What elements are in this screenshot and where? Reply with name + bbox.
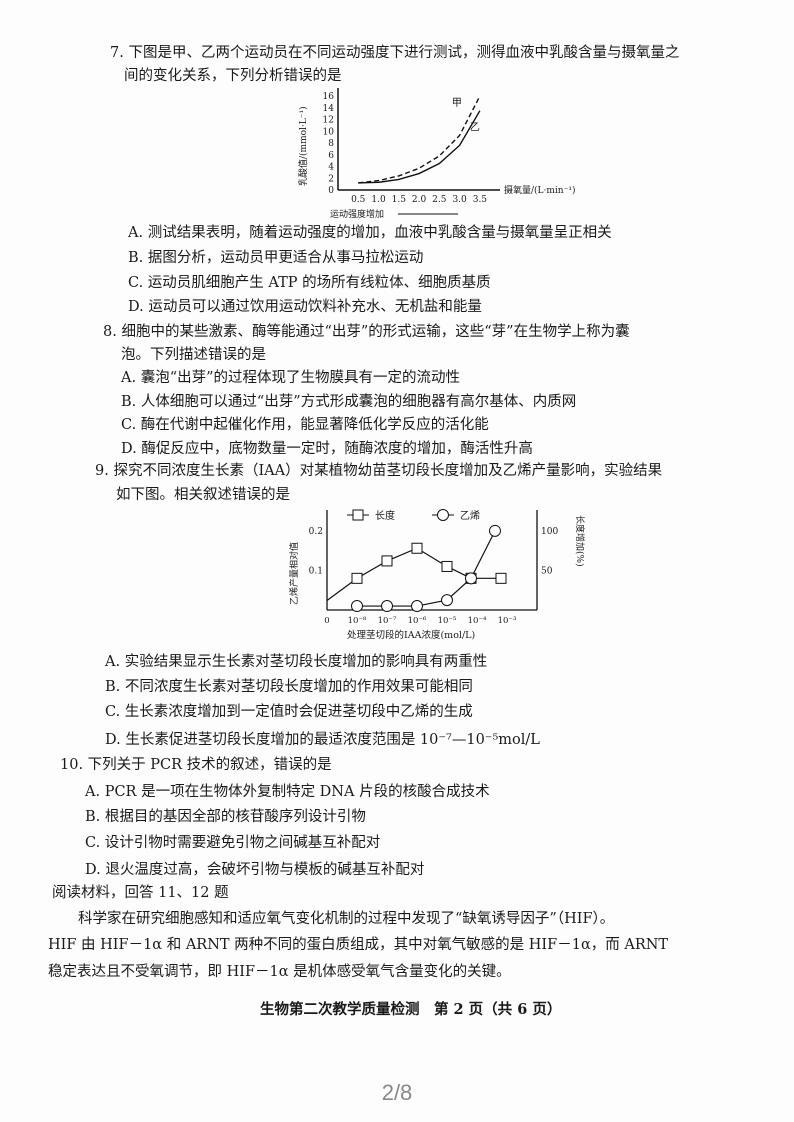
series-label: 乙	[470, 122, 480, 134]
q9-stem-2: 如下图。相关叙述错误的是	[116, 487, 290, 503]
x-tick-label: 10⁻⁷	[378, 616, 397, 626]
data-point-square	[441, 560, 453, 572]
x-tick-label: 2.0	[412, 195, 427, 205]
y2-tick-label: 100	[541, 527, 558, 537]
data-point-square	[381, 555, 393, 567]
q10-option-b: B. 根据目的基因全部的核苷酸序列设计引物	[85, 809, 366, 825]
q8-option-b: B. 人体细胞可以通过“出芽”方式形成囊泡的细胞器有高尔基体、内质网	[121, 394, 577, 410]
data-point-circle	[351, 600, 363, 613]
data-point-square	[411, 542, 423, 554]
q10-option-a: A. PCR 是一项在生物体外复制特定 DNA 片段的核酸合成技术	[85, 784, 490, 800]
x-tick-label: 10⁻⁶	[408, 616, 427, 626]
y-tick-label: 0	[328, 186, 334, 196]
q10-stem: 10. 下列关于 PCR 技术的叙述，错误的是	[60, 757, 332, 773]
x-axis-label: 摄氧量/(L·min⁻¹)	[504, 184, 575, 196]
data-point-circle	[465, 572, 477, 585]
legend-label: 乙烯	[460, 509, 480, 522]
x-tick-label: 10⁻⁸	[348, 616, 367, 626]
x-tick-label: 1.0	[371, 195, 386, 205]
data-point-circle	[381, 600, 393, 613]
series-line-乙	[358, 110, 481, 184]
data-point-square	[351, 572, 363, 584]
data-point-circle	[411, 600, 423, 613]
y-axis-label: 乙烯产量相对值	[288, 542, 300, 605]
x-tick-label: 10⁻⁵	[438, 616, 457, 626]
reading-line-1: 科学家在研究细胞感知和适应氧气变化机制的过程中发现了“缺氧诱导因子”（HIF）。	[78, 911, 615, 927]
series-line-甲	[358, 95, 481, 184]
y-tick-label: 14	[323, 104, 335, 114]
iaa-chart: 0 10⁻⁸ 10⁻⁷ 10⁻⁶ 10⁻⁵ 10⁻⁴ 10⁻³ 0.1 0.2 50 100 处理茎切…	[288, 509, 585, 641]
legend-circle-marker	[437, 509, 449, 521]
q7-option-b: B. 据图分析，运动员甲更适合从事马拉松运动	[128, 250, 424, 266]
q8-stem-1: 8. 细胞中的某些激素、酶等能通过“出芽”的形式运输，这些“芽”在生物学上称为囊	[103, 324, 630, 340]
y-tick-label: 4	[328, 163, 334, 173]
y-tick-label: 12	[323, 116, 334, 126]
q8-stem-2: 泡。下列描述错误的是	[121, 347, 266, 363]
data-point-circle	[489, 524, 501, 537]
q10-option-d: D. 退火温度过高，会破坏引物与模板的碱基互补配对	[85, 862, 425, 878]
x-tick-label: 3.0	[452, 195, 467, 205]
y-axis-label: 乳酸值/(mmol·L⁻¹)	[297, 106, 309, 186]
x-axis-label: 处理茎切段的IAA浓度(mol/L)	[347, 629, 475, 641]
y-tick-label: 10	[323, 127, 335, 137]
data-point-square	[495, 572, 507, 584]
q10-option-c: C. 设计引物时需要避免引物之间碱基互补配对	[85, 835, 381, 851]
q9-option-c: C. 生长素浓度增加到一定值时会促进茎切段中乙烯的生成	[105, 704, 473, 720]
q7-option-a: A. 测试结果表明，随着运动强度的增加，血液中乳酸含量与摄氧量呈正相关	[128, 225, 612, 241]
page-footer: 生物第二次教学质量检测 第 2 页（共 6 页）	[260, 1001, 562, 1018]
q9-option-b: B. 不同浓度生长素对茎切段长度增加的作用效果可能相同	[105, 679, 473, 695]
y-tick-label: 2	[328, 174, 334, 184]
q7-option-c: C. 运动员肌细胞产生 ATP 的场所有线粒体、细胞质基质	[128, 275, 491, 291]
page-indicator: 2/8	[381, 1080, 413, 1105]
q8-option-a: A. 囊泡“出芽”的过程体现了生物膜具有一定的流动性	[121, 370, 461, 386]
q9-stem-1: 9. 探究不同浓度生长素（IAA）对某植物幼苗茎切段长度增加及乙烯产量影响，实验…	[95, 463, 663, 479]
q8-option-c: C. 酶在代谢中起催化作用，能显著降低化学反应的活化能	[121, 417, 489, 433]
legend-label: 长度	[375, 509, 395, 522]
reading-line-3: 稳定表达且不受氧调节，即 HIF－1α 是机体感受氧气含量变化的关键。	[48, 964, 511, 980]
q8-option-d: D. 酶促反应中，底物数量一定时，随酶浓度的增加，酶活性升高	[121, 441, 533, 457]
q7-option-d: D. 运动员可以通过饮用运动饮料补充水、无机盐和能量	[128, 299, 482, 315]
reading-line-2: HIF 由 HIF－1α 和 ARNT 两种不同的蛋白质组成，其中对氧气敏感的是…	[48, 937, 669, 953]
x-sublabel: 运动强度增加	[330, 208, 384, 220]
q9-option-a: A. 实验结果显示生长素对茎切段长度增加的影响具有两重性	[105, 654, 488, 670]
y-tick-label: 16	[323, 92, 335, 102]
x-tick-label: 2.5	[432, 195, 447, 205]
data-point-circle	[441, 594, 453, 607]
y-tick-label: 0.2	[309, 527, 323, 537]
x-tick-label: 0.5	[351, 195, 366, 205]
y-tick-label: 6	[328, 151, 334, 161]
reading-heading: 阅读材料，回答 11、12 题	[52, 885, 229, 901]
q9-option-d: D. 生长素促进茎切段长度增加的最适浓度范围是 10⁻⁷—10⁻⁵mol/L	[105, 732, 540, 748]
q7-stem-1: 7. 下图是甲、乙两个运动员在不同运动强度下进行测试，测得血液中乳酸含量与摄氧量…	[110, 45, 680, 61]
series-label: 甲	[452, 98, 462, 109]
x-tick-label: 10⁻⁴	[468, 616, 487, 626]
y-tick-label: 0.1	[309, 566, 323, 576]
x-tick-label: 3.5	[473, 195, 488, 205]
y2-axis-label: 长度增加(%)	[574, 515, 585, 567]
x-tick-label: 1.5	[392, 195, 407, 205]
legend-square-marker	[352, 509, 364, 521]
x-tick-label: 0	[324, 616, 329, 626]
series-line-乙烯	[357, 530, 496, 607]
y-tick-label: 8	[328, 139, 334, 149]
x-tick-label: 10⁻³	[498, 616, 517, 626]
q7-stem-2: 间的变化关系，下列分析错误的是	[124, 68, 342, 84]
y2-tick-label: 50	[541, 566, 553, 576]
